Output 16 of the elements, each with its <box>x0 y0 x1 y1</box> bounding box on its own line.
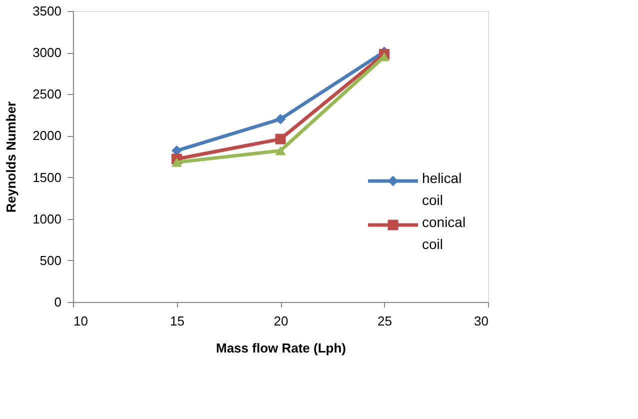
x-tick-label: 10 <box>74 314 88 328</box>
x-tick-label: 30 <box>474 314 488 328</box>
y-tick-label: 0 <box>54 294 62 310</box>
x-axis-title: Mass flow Rate (Lph) <box>216 340 346 356</box>
x-tick-label: 20 <box>274 314 288 328</box>
y-tick-label: 3500 <box>32 4 62 18</box>
y-tick-label: 500 <box>40 252 62 268</box>
y-tick-label: 1000 <box>32 211 62 226</box>
y-tick-label: 1500 <box>32 170 62 185</box>
y-axis-title: Reynolds Number <box>4 101 19 213</box>
y-tick-label: 2500 <box>32 86 62 102</box>
x-tick-label: 15 <box>170 314 184 328</box>
y-tick-label: 2000 <box>32 128 62 144</box>
y-tick-label: 3000 <box>32 45 62 60</box>
x-tick-label: 25 <box>378 314 392 328</box>
legend-label: conical coil <box>422 214 466 252</box>
